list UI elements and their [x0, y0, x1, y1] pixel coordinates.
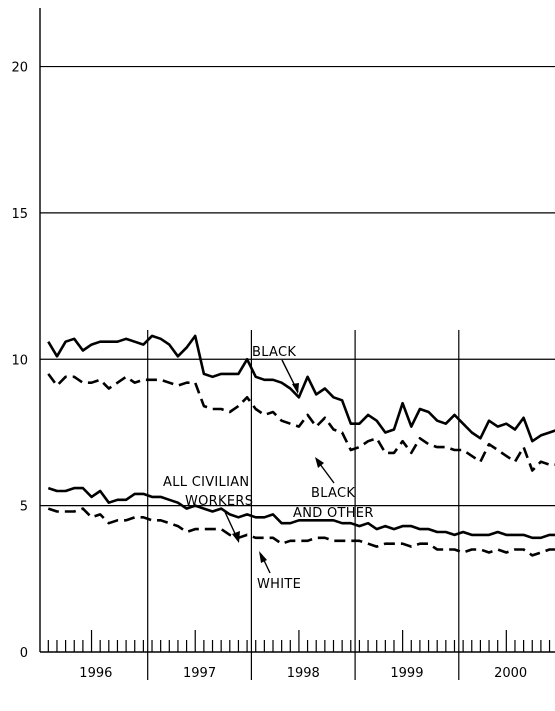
series-line-black-and-other: [47, 373, 555, 472]
series-line-black: [47, 334, 555, 443]
annotation-black: BLACK: [252, 345, 296, 360]
year-dividers: [147, 330, 460, 680]
year-label-1998: 1998: [287, 666, 320, 681]
y-tick-label-0: 0: [20, 646, 28, 661]
horizontal-gridlines: [40, 65, 555, 507]
series-line-all-civilian-workers: [47, 486, 555, 540]
annotation-white: WHITE: [257, 577, 301, 592]
y-tick-label-10: 10: [11, 353, 28, 368]
arrowhead-all-civilian: [232, 531, 240, 543]
arrowhead-black-and-other: [315, 457, 324, 468]
annotation-all-civilian-line1: ALL CIVILIAN: [163, 475, 249, 490]
annotation-all-civilian-line2: WORKERS: [185, 494, 253, 509]
series-line-white: [47, 507, 555, 557]
year-label-1997: 1997: [183, 666, 216, 681]
y-tick-label-15: 15: [11, 207, 28, 222]
annotation-black-and-other-line1: BLACK: [311, 486, 355, 501]
series-annotations: BLACK BLACK AND OTHER ALL CIVILIAN WORKE…: [163, 345, 374, 592]
y-tick-label-5: 5: [20, 500, 28, 515]
year-tick-labels: 1996 1997 1998 1999 2000: [79, 666, 527, 681]
arrowhead-black: [292, 383, 299, 394]
month-tick-marks: [47, 630, 551, 652]
series-lines: [47, 334, 555, 557]
annotation-black-and-other-line2: AND OTHER: [293, 506, 374, 521]
year-label-2000: 2000: [494, 666, 527, 681]
year-label-1999: 1999: [390, 666, 423, 681]
y-tick-label-20: 20: [11, 61, 28, 76]
y-tick-labels: 0 5 10 15 20: [11, 61, 28, 661]
year-label-1996: 1996: [79, 666, 112, 681]
arrowhead-white: [259, 551, 267, 563]
